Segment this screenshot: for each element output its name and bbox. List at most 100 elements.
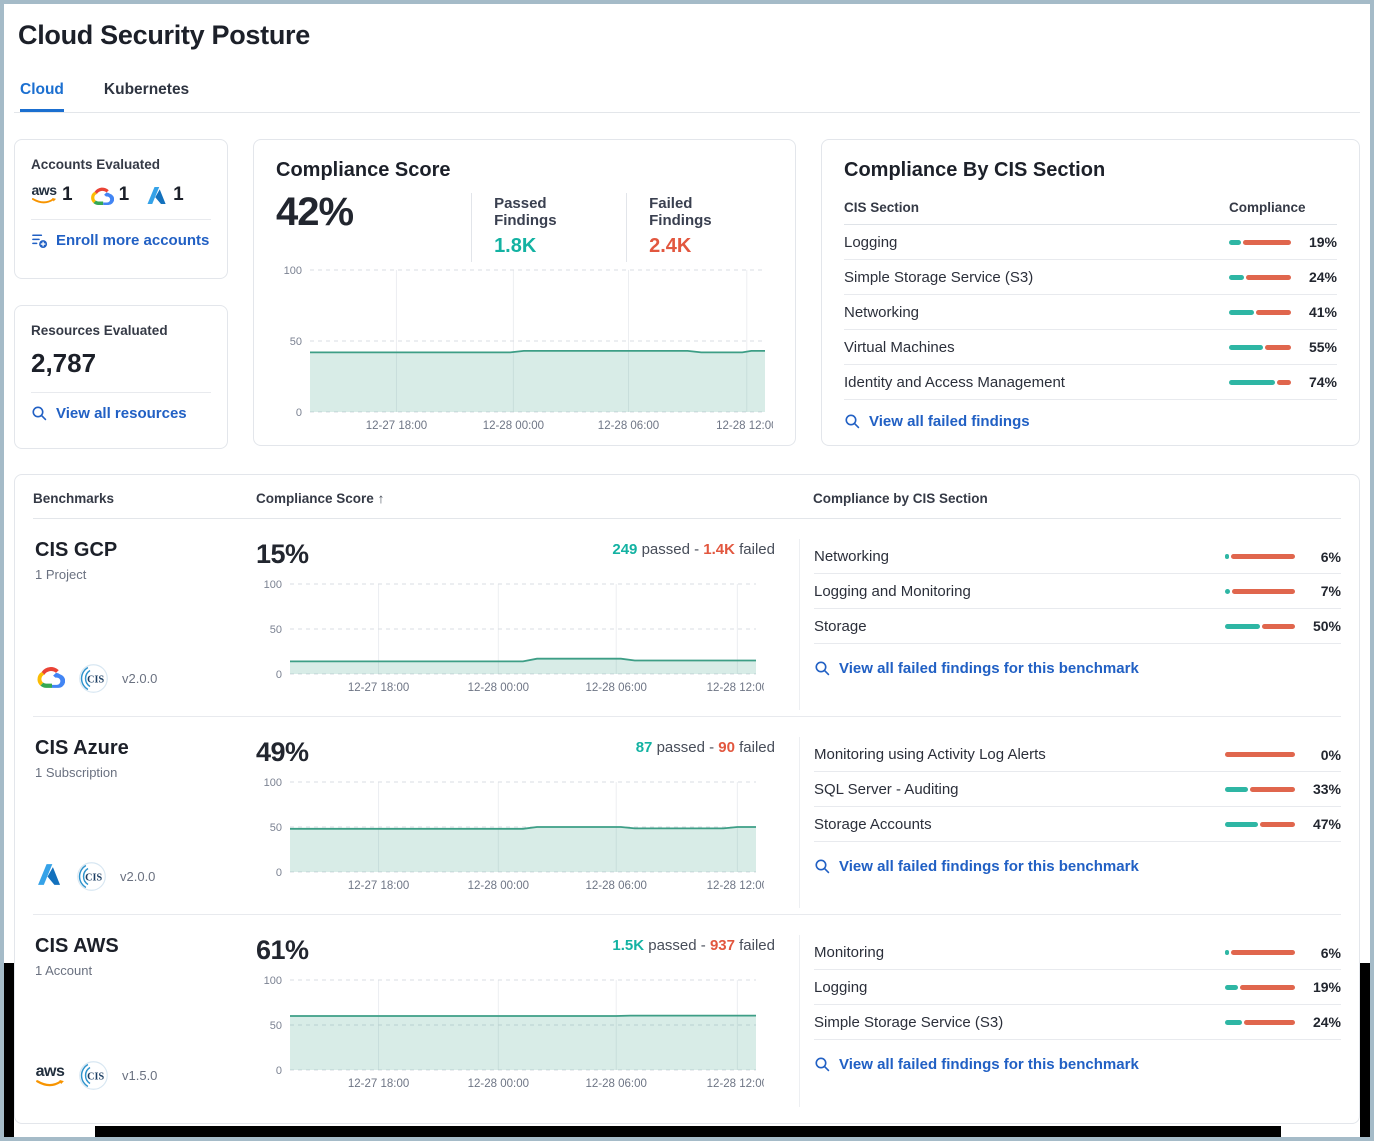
cis-section-label: Monitoring xyxy=(814,944,885,961)
compliance-bar xyxy=(1229,239,1291,245)
benchmark-row: CIS AWS 1 Account aws CIS v1.5.0 61% 1.5… xyxy=(33,915,1341,1113)
passed-count: 87 xyxy=(635,739,653,756)
cis-section-row: Monitoring 6% xyxy=(814,935,1341,970)
svg-text:CIS: CIS xyxy=(87,1071,104,1082)
view-failed-findings-for-benchmark-link[interactable]: View all failed findings for this benchm… xyxy=(814,660,1139,677)
benchmark-name: CIS Azure xyxy=(35,737,129,759)
failed-findings-block: Failed Findings 2.4K xyxy=(626,193,773,262)
benchmark-compliance-trend-chart: 12-27 18:00 12-28 00:00 12-28 06:00 12-28 1… xyxy=(264,975,764,1090)
svg-text:50: 50 xyxy=(270,624,282,636)
compliance-bar xyxy=(1225,623,1295,629)
search-icon xyxy=(32,406,47,421)
view-failed-findings-for-benchmark-label: View all failed findings for this benchm… xyxy=(839,660,1139,677)
svg-text:12-28 06:00: 12-28 06:00 xyxy=(598,420,659,432)
compliance-bar xyxy=(1229,344,1291,350)
cis-section-label: Networking xyxy=(814,548,890,565)
provider-count-azure: 1 xyxy=(145,184,184,206)
view-failed-findings-for-benchmark-label: View all failed findings for this benchm… xyxy=(839,858,1139,875)
cis-section-row: Logging 19% xyxy=(814,970,1341,1005)
benchmark-cis-section-list: Networking 6% Logging and Monitoring 7% Stor… xyxy=(814,539,1341,644)
svg-text:12-28 06:00: 12-28 06:00 xyxy=(586,682,647,694)
svg-text:12-27 18:00: 12-27 18:00 xyxy=(366,420,427,432)
benchmarks-table-header: Benchmarks Compliance Score ↑ Compliance… xyxy=(33,475,1341,519)
divider xyxy=(31,392,211,393)
resources-evaluated-title: Resources Evaluated xyxy=(31,323,168,338)
search-icon xyxy=(815,661,830,676)
passed-findings-value: 1.8K xyxy=(494,235,537,257)
compliance-by-cis-section-column-header: Compliance by CIS Section xyxy=(813,491,988,506)
compliance-bar xyxy=(1225,752,1295,757)
passed-failed-summary: 1.5K passed - 937 failed xyxy=(612,937,775,954)
cis-section-label: Networking xyxy=(844,303,920,321)
search-icon xyxy=(815,859,830,874)
compliance-percent: 24% xyxy=(1308,269,1337,285)
tab-kubernetes[interactable]: Kubernetes xyxy=(103,81,190,98)
compliance-score-card: Compliance Score 42% Passed Findings 1.8… xyxy=(253,139,796,446)
resources-evaluated-card: Resources Evaluated 2,787 View all resou… xyxy=(14,305,228,449)
app-content: Cloud Security Posture Cloud Kubernetes … xyxy=(4,20,1370,1124)
aws-logo: aws xyxy=(31,183,57,204)
summary-section: Accounts Evaluated aws 1 1 1 Enroll more ac… xyxy=(14,139,1360,449)
svg-text:12-28 00:00: 12-28 00:00 xyxy=(468,682,529,694)
resources-evaluated-value: 2,787 xyxy=(31,348,97,378)
compliance-bar xyxy=(1225,950,1295,955)
svg-text:12-28 12:00: 12-28 12:00 xyxy=(707,1078,764,1090)
divider xyxy=(31,219,211,220)
view-all-failed-findings-link[interactable]: View all failed findings xyxy=(844,413,1030,430)
compliance-bar xyxy=(1229,309,1291,315)
svg-text:12-28 12:00: 12-28 12:00 xyxy=(707,682,764,694)
failed-findings-label: Failed Findings xyxy=(649,195,712,229)
svg-text:100: 100 xyxy=(284,265,302,277)
cis-section-row: SQL Server - Auditing 33% xyxy=(814,772,1341,807)
screen-artifact-left xyxy=(4,963,14,1137)
accounts-evaluated-title: Accounts Evaluated xyxy=(31,157,161,172)
view-failed-findings-for-benchmark-link[interactable]: View all failed findings for this benchm… xyxy=(814,858,1139,875)
compliance-column-header: Compliance xyxy=(1229,200,1306,215)
view-failed-findings-for-benchmark-label: View all failed findings for this benchm… xyxy=(839,1056,1139,1073)
passed-failed-summary: 249 passed - 1.4K failed xyxy=(612,541,775,558)
benchmarks-table-card: Benchmarks Compliance Score ↑ Compliance… xyxy=(14,474,1360,1124)
cis-section-card-title: Compliance By CIS Section xyxy=(844,159,1106,181)
screen-artifact-right xyxy=(1360,963,1370,1137)
cis-section-row: Identity and Access Management 74% xyxy=(844,365,1337,400)
svg-text:100: 100 xyxy=(264,579,282,591)
benchmark-version: v2.0.0 xyxy=(122,671,158,686)
cis-logo: CIS xyxy=(76,861,107,892)
view-all-resources-label: View all resources xyxy=(56,405,187,422)
provider-counts: aws 1 1 1 xyxy=(31,183,211,206)
compliance-percent: 33% xyxy=(1312,781,1341,797)
compliance-percent: 55% xyxy=(1308,339,1337,355)
passed-findings-label: Passed Findings xyxy=(494,195,557,229)
passed-failed-summary: 87 passed - 90 failed xyxy=(635,739,775,756)
tab-cloud[interactable]: Cloud xyxy=(20,81,64,112)
compliance-bar xyxy=(1225,1019,1295,1025)
sort-ascending-icon: ↑ xyxy=(377,491,385,506)
compliance-percent: 50% xyxy=(1312,618,1341,634)
cis-section-label: Monitoring using Activity Log Alerts xyxy=(814,746,1046,763)
enroll-more-accounts-link[interactable]: Enroll more accounts xyxy=(31,232,209,249)
svg-text:100: 100 xyxy=(264,777,282,789)
cis-section-row: Storage 50% xyxy=(814,609,1341,644)
enroll-accounts-icon xyxy=(32,234,48,249)
compliance-percent: 6% xyxy=(1320,944,1341,961)
benchmark-scope: 1 Account xyxy=(35,963,93,978)
svg-text:0: 0 xyxy=(276,1065,282,1077)
compliance-score-title: Compliance Score xyxy=(276,159,451,181)
compliance-percent: 41% xyxy=(1308,304,1337,320)
view-failed-findings-for-benchmark-link[interactable]: View all failed findings for this benchm… xyxy=(814,1056,1139,1073)
svg-text:12-28 12:00: 12-28 12:00 xyxy=(716,420,773,432)
svg-text:CIS: CIS xyxy=(85,872,102,883)
svg-text:12-27 18:00: 12-27 18:00 xyxy=(348,682,409,694)
failed-findings-value: 2.4K xyxy=(649,235,692,257)
view-all-resources-link[interactable]: View all resources xyxy=(31,405,187,422)
compliance-score-column-header[interactable]: Compliance Score ↑ xyxy=(256,491,385,506)
svg-text:0: 0 xyxy=(276,669,282,681)
cis-section-row: Logging and Monitoring 7% xyxy=(814,574,1341,609)
svg-text:12-28 06:00: 12-28 06:00 xyxy=(586,1078,647,1090)
compliance-bar xyxy=(1225,821,1295,827)
aws-logo: aws xyxy=(35,1064,65,1088)
svg-text:12-28 00:00: 12-28 00:00 xyxy=(483,420,544,432)
provider-logo xyxy=(35,863,63,891)
view-all-failed-findings-label: View all failed findings xyxy=(869,413,1030,430)
compliance-bar xyxy=(1225,786,1295,792)
